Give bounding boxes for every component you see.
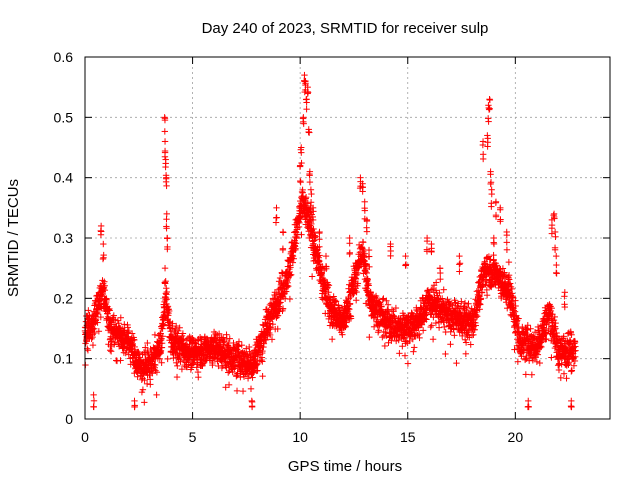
data-point — [169, 320, 176, 327]
x-tick-label: 0 — [81, 429, 89, 445]
data-point — [117, 314, 125, 321]
data-point — [121, 321, 128, 328]
grid — [85, 57, 610, 419]
y-tick-label: 0.2 — [54, 290, 74, 306]
y-tick-label: 0.3 — [54, 230, 74, 246]
x-tick-label: 20 — [508, 429, 524, 445]
data-point — [112, 316, 119, 324]
data-point — [147, 345, 154, 353]
data-point — [89, 312, 96, 319]
y-tick-label: 0 — [65, 411, 73, 427]
data-point — [135, 350, 143, 357]
data-point — [147, 381, 154, 388]
data-point — [186, 333, 193, 340]
data-point — [144, 339, 151, 347]
chart-title: Day 240 of 2023, SRMTID for receiver sul… — [202, 20, 489, 37]
data-point — [122, 349, 129, 357]
data-point — [173, 373, 181, 381]
data-point — [103, 296, 110, 304]
data-point — [163, 285, 170, 292]
x-tick-label: 15 — [400, 429, 416, 445]
data-point — [106, 307, 113, 314]
data-point — [158, 340, 166, 347]
data-point — [139, 386, 147, 393]
data-point — [85, 307, 92, 314]
data-point — [128, 330, 136, 337]
data-point — [111, 338, 119, 346]
data-point — [110, 312, 118, 319]
data-point — [141, 399, 148, 406]
y-tick-label: 0.1 — [54, 351, 74, 367]
data-point — [174, 362, 181, 370]
data-point — [195, 373, 202, 381]
data-point — [176, 324, 183, 331]
data-point — [165, 307, 173, 315]
y-tick-label: 0.5 — [54, 109, 74, 125]
y-tick-label: 0.6 — [54, 49, 74, 65]
data-point — [97, 313, 105, 321]
y-tick-label: 0.4 — [54, 170, 74, 186]
data-point — [149, 370, 156, 377]
data-point — [95, 328, 103, 335]
data-point — [152, 367, 159, 374]
data-point — [175, 327, 182, 335]
data-point — [158, 359, 165, 366]
data-point — [100, 284, 108, 291]
x-tick-label: 10 — [292, 429, 308, 445]
data-point — [163, 288, 171, 296]
data-point — [135, 348, 142, 356]
data-point — [142, 344, 149, 351]
data-point — [164, 355, 171, 363]
y-axis-label: SRMTID / TECUs — [5, 179, 22, 297]
data-point — [172, 322, 180, 330]
data-point — [152, 361, 159, 369]
data-point — [159, 333, 166, 340]
x-tick-label: 5 — [189, 429, 197, 445]
data-point — [128, 341, 135, 348]
data-point — [160, 321, 167, 328]
data-point — [153, 369, 161, 376]
data-point — [92, 315, 100, 323]
data-point — [84, 347, 92, 354]
data-point — [131, 343, 138, 351]
data-point — [91, 329, 98, 337]
data-point — [153, 391, 160, 399]
x-axis-label: GPS time / hours — [288, 458, 402, 475]
data-point — [94, 319, 101, 326]
data-point — [156, 355, 164, 363]
data-point — [115, 320, 122, 327]
data-point — [179, 330, 187, 337]
data-point — [131, 336, 138, 344]
data-point — [179, 340, 186, 347]
data-point — [125, 327, 133, 335]
data-point — [143, 380, 151, 388]
data-points — [81, 71, 579, 411]
data-point — [151, 331, 159, 339]
data-point — [117, 357, 124, 364]
data-point — [163, 296, 170, 303]
data-point — [105, 306, 112, 313]
data-point — [178, 365, 186, 373]
data-point — [89, 341, 97, 349]
data-point — [94, 310, 102, 318]
data-point — [141, 376, 148, 384]
data-point — [116, 324, 123, 331]
data-point — [159, 322, 167, 329]
data-point — [188, 361, 196, 368]
data-point — [101, 286, 109, 294]
data-point — [107, 348, 115, 355]
